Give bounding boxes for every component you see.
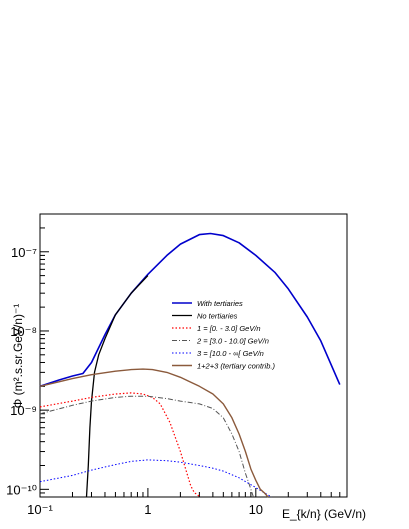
plot-frame	[39, 213, 348, 498]
series-line-2	[85, 275, 149, 498]
series-line-3	[39, 392, 200, 498]
x-tick-labels: 10⁻¹ 1 10	[27, 502, 263, 517]
x-tick-label: 10⁻¹	[27, 502, 53, 517]
series-line-5	[39, 459, 272, 498]
y-tick-label: 10⁻⁸	[10, 324, 37, 339]
axis-ticks	[39, 213, 348, 498]
legend-label-4: 2 = [3.0 - 10.0] GeV/n	[196, 337, 269, 346]
y-axis-label: Φ (m².s.sr.GeV/n)⁻¹	[11, 304, 25, 409]
y-tick-label: 10⁻⁹	[10, 403, 37, 418]
y-tick-label: 10⁻⁷	[11, 245, 37, 260]
series-line-6	[39, 368, 269, 498]
legend: With tertiaries No tertiaries 1 = [0. - 3.…	[172, 299, 275, 371]
y-tick-labels: 10⁻¹⁰ 10⁻⁹ 10⁻⁸ 10⁻⁷	[6, 245, 37, 498]
x-tick-label: 10	[249, 502, 263, 517]
legend-label-6: 1+2+3 (tertiary contrib.)	[197, 362, 275, 371]
legend-label-3: 1 = [0. - 3.0] GeV/n	[197, 324, 261, 333]
series-lines	[39, 232, 341, 498]
series-line-1	[39, 232, 341, 388]
x-tick-label: 1	[144, 502, 151, 517]
x-axis-label: E_{k/n} (GeV/n)	[282, 507, 366, 521]
series-line-4	[39, 395, 254, 498]
legend-label-5: 3 = [10.0 - ∞[ GeV/n	[197, 349, 264, 358]
y-tick-label: 10⁻¹⁰	[6, 482, 37, 497]
legend-label-1: With tertiaries	[197, 299, 243, 308]
legend-label-2: No tertiaries	[197, 312, 238, 321]
